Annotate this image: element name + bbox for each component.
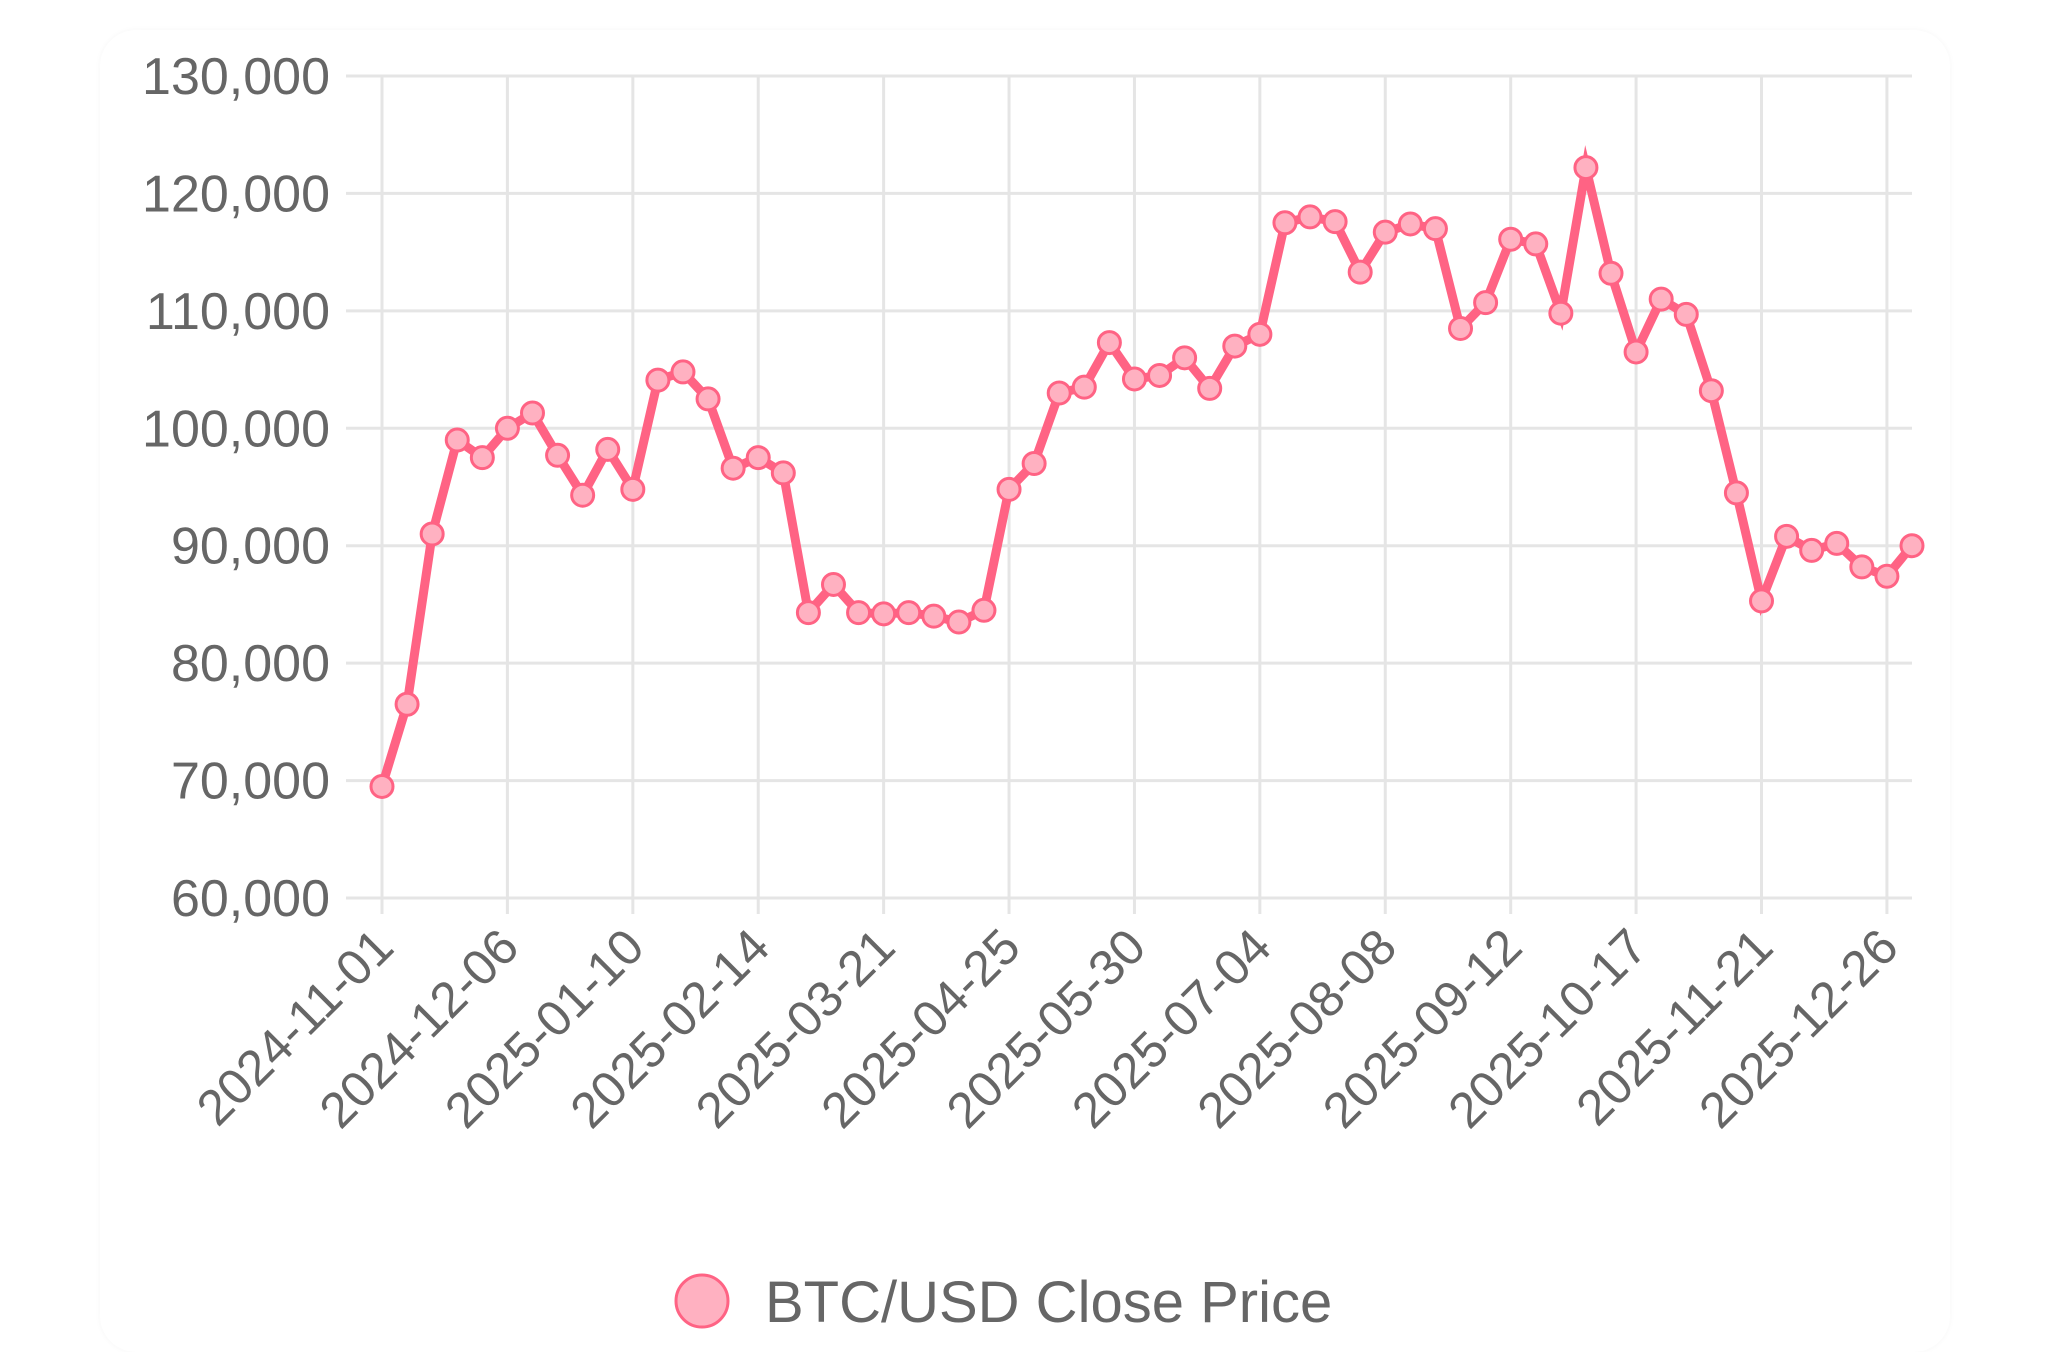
data-point[interactable] xyxy=(670,359,696,385)
data-point[interactable] xyxy=(1799,537,1825,563)
data-point[interactable] xyxy=(720,455,746,481)
data-point[interactable] xyxy=(570,482,596,508)
data-point[interactable] xyxy=(1448,315,1474,341)
data-point[interactable] xyxy=(921,603,947,629)
legend: BTC/USD Close Price xyxy=(674,1270,1332,1335)
data-point[interactable] xyxy=(1473,290,1499,316)
data-point[interactable] xyxy=(419,521,445,547)
legend-label[interactable]: BTC/USD Close Price xyxy=(765,1270,1332,1335)
data-point[interactable] xyxy=(369,773,395,799)
data-point[interactable] xyxy=(444,427,470,453)
data-point[interactable] xyxy=(871,601,897,627)
y-tick-label: 100,000 xyxy=(142,400,330,458)
data-point[interactable] xyxy=(519,400,545,426)
data-point[interactable] xyxy=(1824,530,1850,556)
data-point[interactable] xyxy=(1723,480,1749,506)
data-point[interactable] xyxy=(745,445,771,471)
data-point[interactable] xyxy=(1422,216,1448,242)
y-tick-label: 60,000 xyxy=(171,870,330,928)
horizontal-gridlines xyxy=(346,74,1912,900)
data-point[interactable] xyxy=(1648,286,1674,312)
data-point[interactable] xyxy=(1297,204,1323,230)
y-tick-label: 90,000 xyxy=(171,518,330,576)
data-point[interactable] xyxy=(1498,226,1524,252)
data-point[interactable] xyxy=(1247,321,1273,347)
data-point[interactable] xyxy=(1222,333,1248,359)
series-line xyxy=(377,145,1916,788)
y-tick-label: 130,000 xyxy=(142,48,330,106)
data-point[interactable] xyxy=(896,600,922,626)
data-point[interactable] xyxy=(820,571,846,597)
data-point[interactable] xyxy=(394,691,420,717)
data-point[interactable] xyxy=(545,442,571,468)
data-point[interactable] xyxy=(1548,300,1574,326)
data-point[interactable] xyxy=(1071,374,1097,400)
data-point[interactable] xyxy=(469,445,495,471)
data-point[interactable] xyxy=(770,460,796,486)
data-point[interactable] xyxy=(1347,259,1373,285)
data-point[interactable] xyxy=(1849,554,1875,580)
data-point[interactable] xyxy=(1197,375,1223,401)
x-axis-ticks: 2024-11-012024-12-062025-01-102025-02-14… xyxy=(186,918,1909,1138)
y-tick-label: 120,000 xyxy=(142,165,330,223)
data-point[interactable] xyxy=(1774,523,1800,549)
data-point[interactable] xyxy=(946,609,972,635)
data-point[interactable] xyxy=(1874,563,1900,589)
data-point[interactable] xyxy=(1272,210,1298,236)
data-point[interactable] xyxy=(494,415,520,441)
data-point[interactable] xyxy=(645,367,671,393)
data-point[interactable] xyxy=(1172,345,1198,371)
data-point[interactable] xyxy=(1322,209,1348,235)
data-point[interactable] xyxy=(1523,231,1549,257)
data-point[interactable] xyxy=(595,436,621,462)
data-point[interactable] xyxy=(1899,533,1925,559)
data-points xyxy=(369,155,1925,799)
y-tick-label: 80,000 xyxy=(171,635,330,693)
data-point[interactable] xyxy=(1147,362,1173,388)
data-point[interactable] xyxy=(1698,378,1724,404)
data-point[interactable] xyxy=(971,597,997,623)
data-point[interactable] xyxy=(795,600,821,626)
data-point[interactable] xyxy=(1372,219,1398,245)
data-point[interactable] xyxy=(846,600,872,626)
data-point[interactable] xyxy=(1096,330,1122,356)
data-point[interactable] xyxy=(1573,155,1599,181)
y-axis-ticks: 130,000 120,000 110,000 100,000 90,000 80,000… xyxy=(142,48,330,928)
data-point[interactable] xyxy=(695,386,721,412)
y-tick-label: 70,000 xyxy=(171,753,330,811)
data-point[interactable] xyxy=(620,476,646,502)
data-point[interactable] xyxy=(1021,451,1047,477)
data-point[interactable] xyxy=(1749,588,1775,614)
data-point[interactable] xyxy=(1623,339,1649,365)
data-point[interactable] xyxy=(1598,260,1624,286)
legend-swatch[interactable] xyxy=(674,1273,730,1329)
data-point[interactable] xyxy=(1046,380,1072,406)
y-tick-label: 110,000 xyxy=(146,283,330,341)
vertical-gridlines xyxy=(380,76,1889,914)
data-point[interactable] xyxy=(996,476,1022,502)
data-point[interactable] xyxy=(1673,301,1699,327)
data-point[interactable] xyxy=(1397,211,1423,237)
data-point[interactable] xyxy=(1121,366,1147,392)
